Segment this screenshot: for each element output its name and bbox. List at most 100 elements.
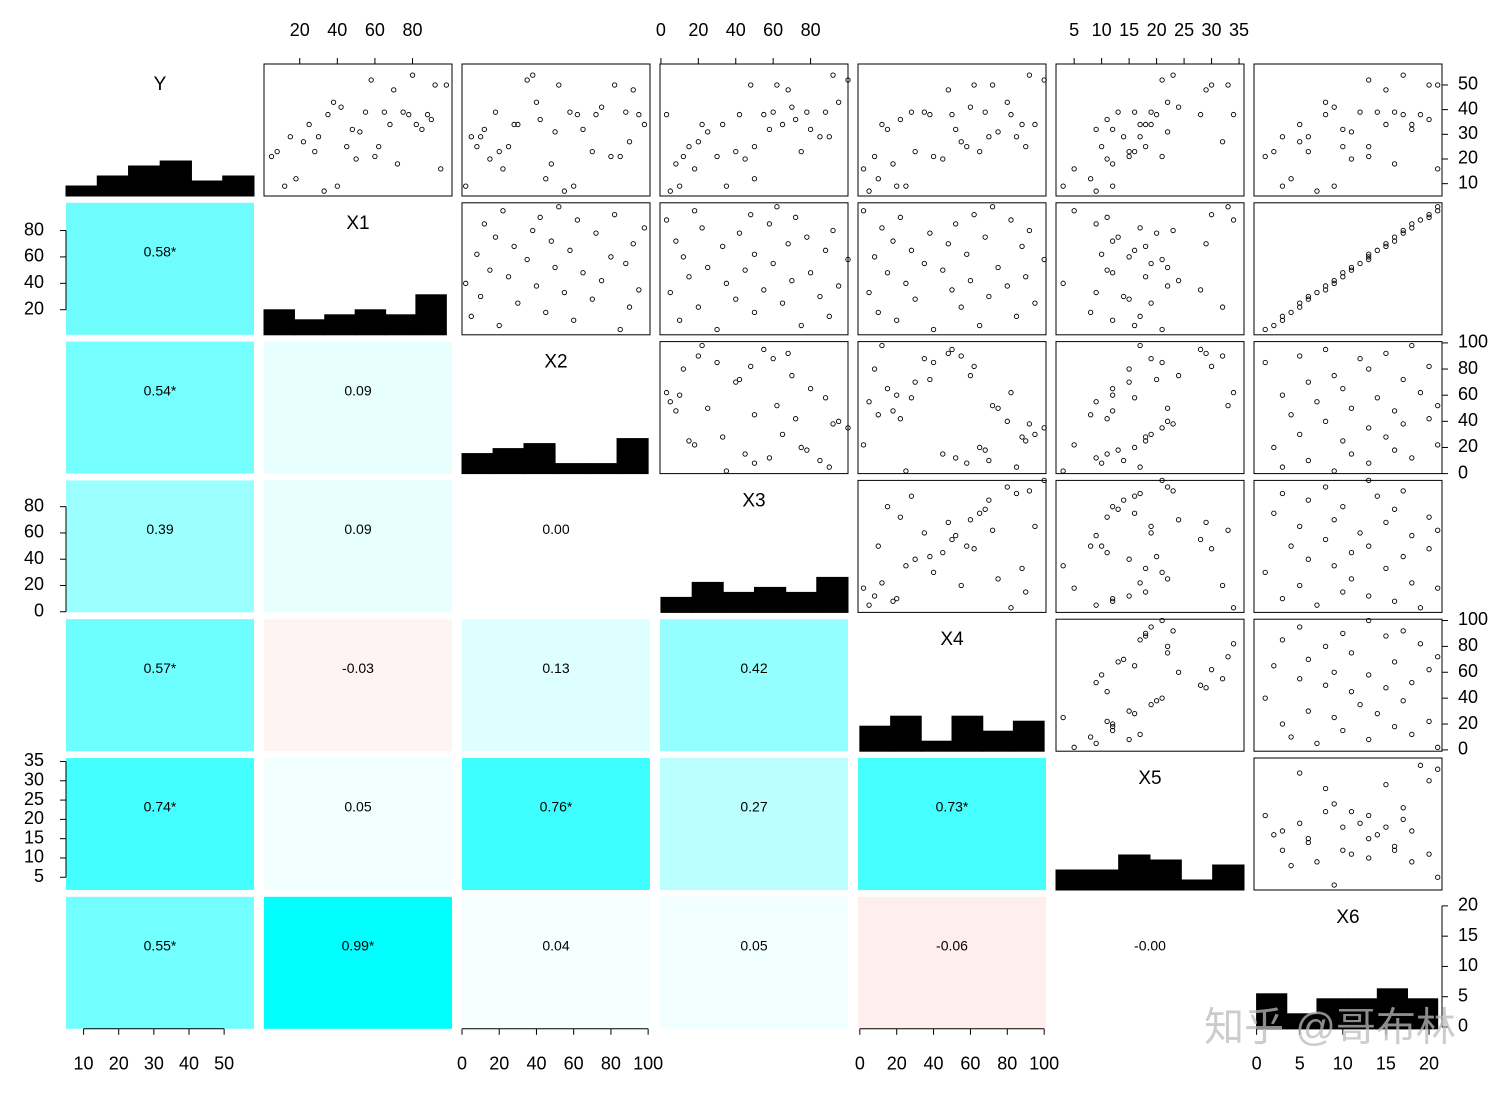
histogram-bar — [324, 314, 356, 336]
scatter-point — [1093, 126, 1099, 133]
scatter-point — [930, 326, 937, 333]
scatter-point — [1435, 442, 1441, 448]
scatter-point — [1032, 523, 1038, 530]
scatter-point — [817, 293, 823, 300]
scatter-point — [1013, 313, 1020, 319]
y-tick-label: 40 — [24, 272, 44, 292]
scatter-point — [474, 251, 480, 257]
scatter-point — [1288, 543, 1294, 549]
scatter-point — [1126, 254, 1132, 260]
scatter-point — [1104, 156, 1110, 162]
scatter-point — [1115, 234, 1121, 240]
scatter-point — [761, 346, 767, 353]
scatter-point — [1093, 532, 1099, 539]
scatter-point — [1148, 431, 1154, 438]
scatter-point — [720, 121, 726, 128]
panel-frame — [1055, 618, 1245, 752]
scatter-point — [1131, 493, 1138, 499]
panel-frame — [659, 341, 849, 475]
scatter-point — [1225, 654, 1231, 660]
histogram-bar — [65, 185, 98, 197]
scatter-point — [1400, 227, 1406, 234]
correlation-label: 0.13 — [542, 660, 569, 676]
scatter-point — [1060, 183, 1066, 189]
variable-name: Y — [154, 74, 167, 95]
scatter-point — [515, 121, 521, 128]
scatter-point — [958, 304, 964, 310]
scatter-point — [986, 293, 992, 300]
y-tick-label: 60 — [24, 522, 44, 542]
scatter-point — [680, 153, 687, 160]
correlation-label: 0.42 — [740, 660, 767, 676]
scatter-point — [1175, 104, 1182, 110]
scatter-point — [908, 109, 915, 115]
scatter-point — [830, 227, 836, 234]
scatter-point — [663, 389, 670, 396]
scatter-point — [533, 283, 540, 289]
scatter-point — [964, 460, 970, 466]
scatter-point — [1314, 602, 1320, 608]
scatter-point — [1153, 230, 1160, 236]
scatter-point — [1297, 431, 1303, 438]
scatter-point — [1137, 134, 1143, 140]
correlation-label: 0.39 — [146, 521, 173, 537]
variable-name: X4 — [940, 629, 964, 650]
scatter-point — [930, 569, 937, 575]
scatter-point — [1366, 593, 1372, 599]
scatter-point — [1297, 139, 1303, 145]
scatter-point — [720, 434, 726, 440]
y-tick-label: 0 — [1458, 739, 1468, 759]
scatter-point — [798, 444, 804, 451]
scatter-point — [1071, 744, 1077, 750]
scatter-point — [1197, 536, 1204, 543]
scatter-point — [714, 326, 720, 333]
y-tick-label: 30 — [1458, 123, 1478, 143]
scatter-point — [1417, 111, 1424, 118]
scatter-point — [1120, 656, 1127, 662]
scatter-point — [1230, 389, 1237, 396]
scatter-point — [1426, 514, 1432, 520]
scatter-point — [1137, 464, 1143, 470]
scatter-point — [511, 243, 517, 250]
scatter-point — [879, 121, 885, 128]
scatter-point — [574, 217, 581, 223]
scatter-point — [1348, 405, 1355, 411]
scatter-point — [890, 161, 896, 167]
scatter-point — [1374, 832, 1380, 838]
y-tick-label: 20 — [24, 574, 44, 594]
scatter-point — [1279, 637, 1286, 643]
scatter-point — [524, 256, 530, 263]
histogram-bar — [1376, 988, 1409, 1030]
y-tick-label: 80 — [24, 219, 44, 239]
scatter-point — [1435, 874, 1441, 880]
scatter-point — [530, 227, 536, 234]
scatter-point — [1391, 109, 1398, 115]
scatter-point — [748, 82, 754, 88]
scatter-point — [1008, 389, 1014, 396]
scatter-point — [1004, 99, 1010, 105]
correlation-cell — [660, 619, 848, 752]
scatter-point — [695, 139, 701, 145]
scatter-point — [903, 468, 909, 474]
correlation-cell — [462, 480, 650, 613]
scatter-point — [774, 204, 780, 210]
scatter-point — [986, 134, 992, 140]
correlation-cell — [660, 896, 848, 1029]
scatter-point — [835, 99, 842, 105]
scatter-point — [1131, 247, 1138, 253]
scatter-point — [1409, 342, 1415, 349]
scatter-point — [1297, 624, 1303, 630]
correlation-label: 0.73* — [936, 799, 969, 815]
scatter-point — [636, 287, 642, 293]
scatter-point — [1279, 721, 1286, 727]
scatter-point — [1203, 241, 1209, 247]
scatter-point — [344, 144, 350, 150]
y-tick-label: 60 — [24, 246, 44, 266]
scatter-point — [626, 304, 633, 310]
scatter-point — [1374, 493, 1380, 499]
scatter-point — [751, 309, 758, 316]
scatter-point — [1093, 188, 1099, 194]
scatter-point — [1041, 425, 1047, 431]
scatter-point — [1104, 267, 1110, 273]
scatter-point — [826, 313, 832, 319]
